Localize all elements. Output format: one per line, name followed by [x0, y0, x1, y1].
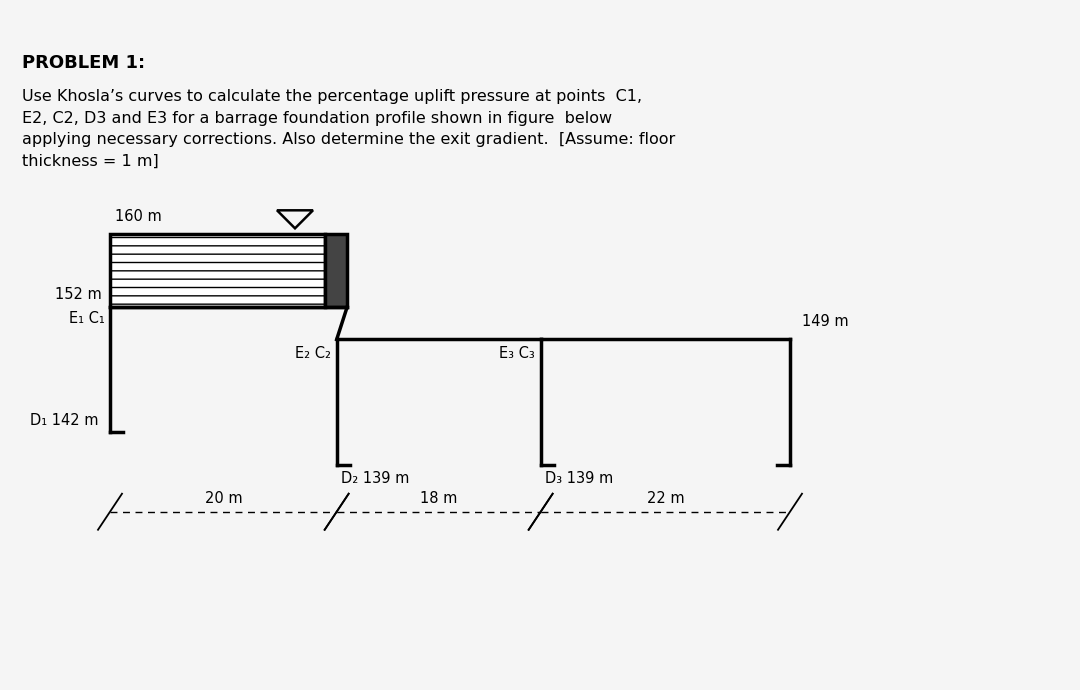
Text: 20 m: 20 m: [204, 491, 242, 506]
Text: E₁ C₁: E₁ C₁: [69, 311, 105, 326]
Text: 149 m: 149 m: [802, 315, 849, 330]
Text: E₃ C₃: E₃ C₃: [499, 346, 535, 360]
Text: 152 m: 152 m: [55, 288, 102, 302]
Text: PROBLEM 1:: PROBLEM 1:: [22, 54, 145, 72]
Text: D₁ 142 m: D₁ 142 m: [29, 413, 98, 428]
Text: 160 m: 160 m: [114, 209, 162, 224]
Polygon shape: [325, 235, 347, 308]
Text: D₂ 139 m: D₂ 139 m: [340, 471, 409, 486]
Text: E₂ C₂: E₂ C₂: [295, 346, 330, 360]
Polygon shape: [110, 235, 325, 308]
Text: 22 m: 22 m: [647, 491, 684, 506]
Text: D₃ 139 m: D₃ 139 m: [544, 471, 613, 486]
Text: 18 m: 18 m: [420, 491, 457, 506]
Text: Use Khosla’s curves to calculate the percentage uplift pressure at points  C1,
E: Use Khosla’s curves to calculate the per…: [22, 89, 675, 169]
